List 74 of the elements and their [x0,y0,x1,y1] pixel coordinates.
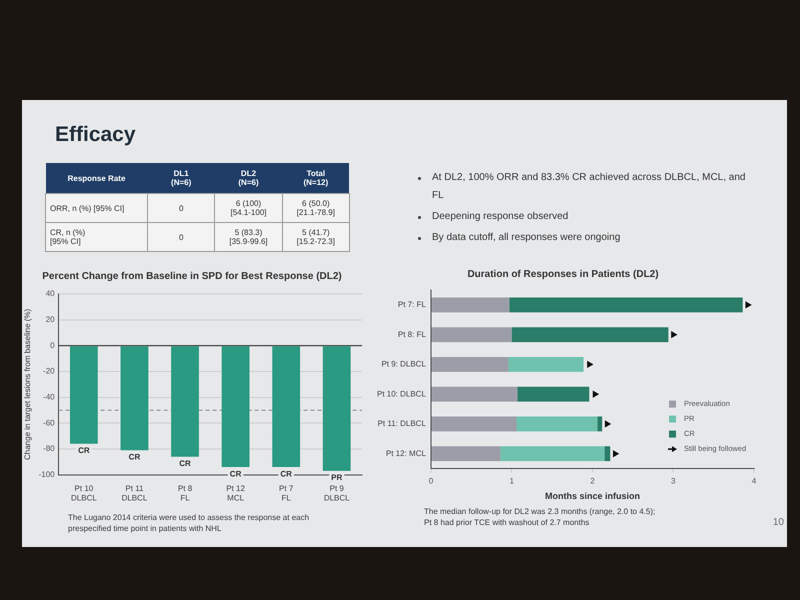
x-tick-label: 1 [509,476,514,486]
bar [432,446,500,462]
x-tick-label: Pt 8 FL [178,484,193,502]
text: Efficacy [55,123,136,147]
chart-title: Percent Change from Baseline in SPD for Best Response (DL2) [42,270,342,282]
y-tick-label: Pt 12: MCL [386,448,426,458]
x-axis-title: Months since infusion [544,491,640,502]
y-tick-label: Pt 7: FL [398,300,426,310]
x-tick-label: Pt 9 DLBCL [324,484,350,502]
bar [604,446,610,462]
annotation: CR [78,446,90,456]
bar [432,297,510,312]
point [604,420,611,428]
annotation: CR [128,452,140,462]
y-tick-label: 0 [50,340,56,350]
bar [512,327,668,342]
x-tick-label: 0 [428,476,434,486]
y-tick-label: 20 [46,315,56,324]
text: At DL2, 100% ORR and 83.3% CR achieved across DLBCL, MCL, and FL [432,172,746,201]
y-tick-label: Pt 9: DLBCL [381,360,426,369]
point [671,331,677,338]
bar [517,386,590,402]
category-label: Total (N=12) [282,163,350,194]
y-tick-label: -40 [43,392,56,402]
y-axis-title: Change in target lesions from baseline (%) [23,308,32,460]
category-label: DL2 (N=6) [214,163,282,194]
text: The Lugano 2014 criteria were used to assess the response at each prespecified time point in patients with NHL [68,512,310,534]
text: 6 (50.0) [21.1-78.9] [296,199,335,217]
y-tick-label: Pt 11: DLBCL [378,419,426,428]
chart-title: Duration of Responses in Patients (DL2) [467,268,659,280]
bar [516,416,598,432]
y-tick-label: Pt 8: FL [398,330,426,339]
y-tick-label: -100 [38,470,56,480]
point [745,302,752,308]
bar [508,356,584,372]
point [612,450,619,457]
text: 10 [772,517,784,528]
annotation: CR [280,469,292,478]
text: 0 [178,232,184,242]
category-label: DL1 (N=6) [148,163,215,194]
point [587,361,593,368]
y-tick-label: 40 [46,289,56,298]
bar [432,356,508,372]
y-tick-label: -20 [43,366,56,376]
x-tick-label: Pt 7 FL [279,484,294,502]
y-tick-label: -60 [43,418,56,428]
y-tick-label: Pt 10: DLBCL [376,389,426,398]
y-tick-label: -80 [43,444,56,454]
x-tick-label: Pt 10 DLBCL [70,484,98,502]
text: By data cutoff, all responses were ongoing [432,232,620,243]
bar [432,386,518,402]
bar [432,327,512,342]
text: 5 (83.3) [35.9-99.6] [229,228,268,246]
text: 0 [178,204,184,212]
category-label: CR, n (%) [95% CI] [50,228,86,246]
x-tick-label: 3 [671,476,676,486]
text: 6 (100) [54.1-100] [230,199,266,217]
text: 5 (41.7) [15.2-72.3] [296,228,335,246]
x-tick-label: 2 [590,476,596,486]
x-tick-label: Pt 11 DLBCL [122,484,148,502]
annotation: CR [179,458,192,468]
text: Deepening response observed [432,211,568,222]
bar [432,416,517,432]
point [592,390,599,398]
text: The median follow-up for DL2 was 2.3 months (range, 2.0 to 4.5); Pt 8 had prior TCE with washout of 2.7 months [424,506,656,528]
bar [500,446,605,462]
category-label: ORR, n (%) [95% CI] [50,204,124,212]
text: Response Rate [46,163,148,194]
annotation: CR [230,469,242,478]
x-tick-label: Pt 12 MCL [226,484,246,502]
bar [597,416,602,432]
x-tick-label: 4 [752,476,757,486]
annotation: PR [331,473,342,482]
bar [509,297,743,312]
